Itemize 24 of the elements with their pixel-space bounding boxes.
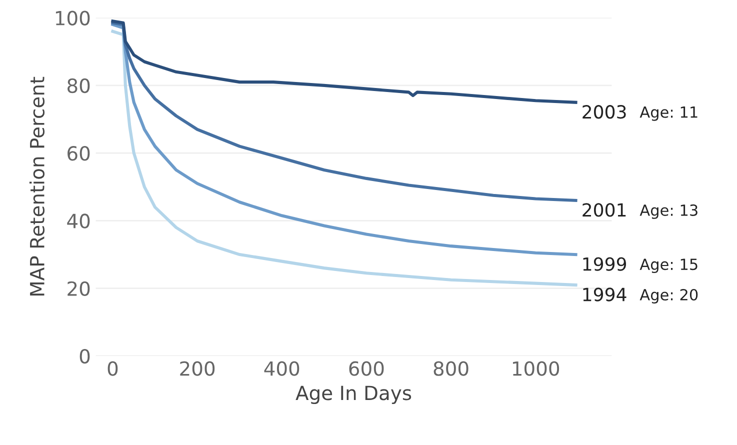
- series-label: 1994: [583, 288, 626, 302]
- x-tick-label: 200: [180, 361, 215, 376]
- series-label: 1999: [583, 257, 626, 271]
- x-tick-label: 400: [264, 361, 300, 376]
- x-tick-label: 600: [349, 361, 384, 376]
- x-tick-label: 0: [108, 361, 118, 376]
- x-axis-title: Age In Days: [296, 386, 412, 404]
- x-tick-label: 800: [434, 361, 468, 376]
- line-series: [111, 20, 578, 104]
- y-tick-label: 40: [67, 214, 90, 228]
- y-tick-label: 100: [56, 10, 90, 26]
- text: Age: 15: [640, 258, 698, 274]
- series-label: 2003: [582, 105, 626, 119]
- text: Age: 13: [640, 204, 698, 219]
- y-tick-label: 80: [68, 78, 90, 94]
- text: Age: 20: [640, 288, 698, 304]
- line-series: [111, 21, 578, 202]
- x-tick-label: 1000: [512, 361, 560, 376]
- y-tick-label: 0: [80, 348, 90, 364]
- text: Age: 11: [640, 106, 698, 121]
- series-label: 2001: [582, 203, 626, 217]
- y-tick-label: 60: [68, 146, 90, 161]
- y-axis-title: MAP Retention Percent: [29, 76, 45, 296]
- y-tick-label: 20: [68, 281, 90, 296]
